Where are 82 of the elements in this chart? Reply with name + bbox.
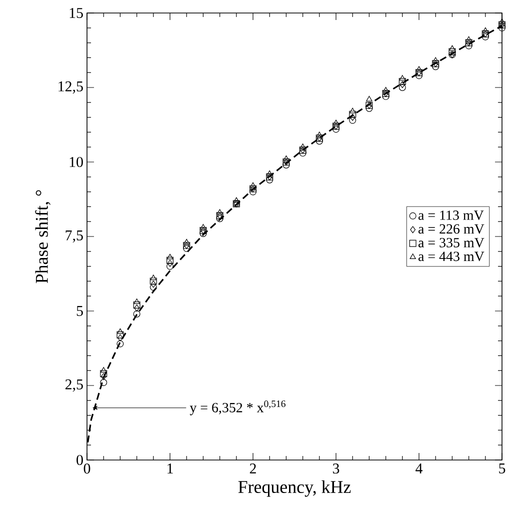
y-tick-label: 0 [76,454,83,466]
point [398,84,406,91]
point [166,254,174,260]
point [399,75,406,80]
point [416,72,422,80]
point [233,197,240,203]
point [150,280,156,288]
point [118,334,123,342]
point [382,86,389,92]
point [100,370,108,378]
x-tick-label: 3 [332,464,340,474]
legend-label: a = 226 mV [418,224,484,234]
point [432,57,439,63]
point [133,310,140,318]
point [200,224,206,230]
point [166,256,174,264]
point [382,92,390,100]
point [133,302,140,309]
point [332,120,340,126]
point [216,209,223,215]
point [116,340,124,348]
point [465,42,472,50]
x-tick-label: 4 [416,464,422,474]
point [134,298,140,304]
point [134,304,140,312]
x-tick-label: 1 [168,464,173,474]
point [332,126,340,133]
point [350,114,356,121]
point [183,244,190,252]
legend-label: a = 335 mV [418,238,484,248]
point [167,260,173,267]
point [116,331,124,338]
point [100,379,108,386]
point [300,144,306,149]
y-tick-label: 12,5 [58,81,83,94]
point [466,36,472,42]
point [250,182,256,188]
point [299,150,306,157]
point [266,170,273,176]
point [117,328,124,334]
point [166,262,174,270]
point [400,81,406,88]
point [150,284,157,291]
point [482,27,488,33]
annotation: y = 6,352 * x$^{0,516}$ [190,400,286,416]
point [349,110,356,118]
point [266,176,274,184]
point [216,215,224,222]
point [250,188,256,196]
y-tick-label: 5 [76,306,83,316]
y-axis-title: Phase shift, ° [35,190,50,284]
point [366,104,373,112]
point [316,132,322,138]
point [100,367,107,372]
y-tick-label: 15 [70,8,83,18]
y-tick-label: 10 [70,156,83,168]
x-tick-label: 5 [499,464,506,474]
point [200,230,207,238]
point [432,63,440,70]
legend-label: a = 113 mV [418,210,484,220]
point [416,66,422,72]
point [398,78,406,86]
x-tick-label: 0 [84,464,90,474]
point [150,274,156,280]
point [498,24,506,32]
y-tick-label: 2,5 [65,379,83,392]
point [448,48,456,56]
x-axis-title: Frequency, kHz [238,480,351,497]
point [366,96,372,102]
point [150,278,157,285]
point [283,156,290,161]
point [100,373,106,380]
point [316,138,323,145]
y-tick-label: 7,5 [66,230,83,243]
point [350,108,356,114]
x-tick-label: 2 [250,464,256,474]
point [282,161,290,168]
point [449,45,456,51]
point [184,238,190,244]
point [482,33,489,40]
point [349,116,356,124]
legend-label: a = 443 mV [418,252,484,262]
